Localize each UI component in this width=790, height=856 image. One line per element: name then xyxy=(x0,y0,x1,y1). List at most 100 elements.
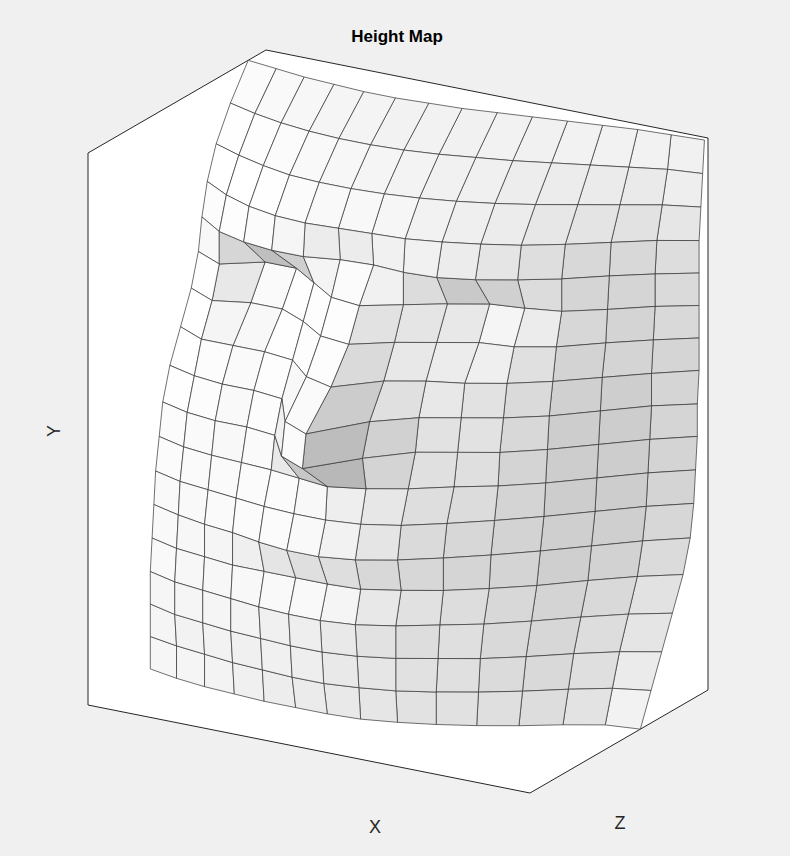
surface-cell xyxy=(507,347,556,384)
surface-cell xyxy=(440,589,489,625)
surface-cell xyxy=(563,688,612,725)
surface-cell xyxy=(447,486,498,524)
surface-cell xyxy=(357,656,396,691)
surface-cell xyxy=(562,276,610,311)
surface-cell xyxy=(537,546,592,586)
surface-cell xyxy=(361,489,409,526)
surface xyxy=(150,60,704,729)
surface-cell xyxy=(653,306,699,340)
y-axis-title: Y xyxy=(44,425,64,437)
surface-cell xyxy=(607,274,655,309)
surface-cell xyxy=(303,223,340,260)
surface-cell xyxy=(231,599,261,639)
surface-cell xyxy=(339,92,395,145)
surface-cell xyxy=(359,688,398,723)
surface-cell xyxy=(362,452,415,489)
surface-cell xyxy=(401,487,454,526)
surface-cell xyxy=(150,572,174,615)
surface-cell xyxy=(597,439,650,478)
surface-cell xyxy=(562,242,611,278)
surface-cell xyxy=(556,309,607,347)
surface-cell xyxy=(655,240,699,274)
surface-cell xyxy=(526,617,581,657)
surface-cell xyxy=(519,689,568,725)
surface-cell xyxy=(396,658,438,692)
surface-cell xyxy=(325,487,365,525)
surface-cell xyxy=(287,550,327,584)
surface-cell xyxy=(355,589,401,626)
surface-cell xyxy=(574,614,629,654)
chart-svg: Height Map X Y Z xyxy=(0,0,790,856)
x-axis-title: X xyxy=(369,817,381,837)
surface-cell xyxy=(203,590,231,631)
surface-cell xyxy=(547,411,600,450)
surface-cell xyxy=(581,576,637,617)
surface-cell xyxy=(648,436,697,472)
surface-cell xyxy=(475,244,521,280)
surface-cell xyxy=(403,272,447,304)
surface-cell xyxy=(331,260,373,306)
surface-cell xyxy=(436,692,478,726)
surface-cell xyxy=(281,456,327,487)
surface-cell xyxy=(643,503,694,541)
surface-cell xyxy=(498,449,547,485)
surface-cell xyxy=(362,418,418,459)
surface-cell xyxy=(319,139,370,189)
chart-container: Height Map X Y Z xyxy=(0,0,790,856)
surface-cell xyxy=(419,381,465,418)
surface-cell xyxy=(259,607,291,646)
surface-cell xyxy=(494,483,545,521)
surface-cell xyxy=(491,516,544,555)
y-axis-line xyxy=(88,153,89,705)
surface-cell xyxy=(650,404,698,439)
surface-cell xyxy=(602,340,653,378)
surface-cell xyxy=(289,614,322,652)
surface-cell xyxy=(398,558,444,590)
surface-cell xyxy=(408,452,457,489)
surface-cell xyxy=(553,343,606,382)
surface-cell xyxy=(461,383,507,418)
surface-cell xyxy=(438,624,484,659)
surface-cell xyxy=(591,506,646,546)
surface-cell xyxy=(662,169,702,207)
surface-cell xyxy=(396,691,436,725)
surface-cell xyxy=(612,652,661,691)
surface-cell xyxy=(355,625,395,659)
z-axis-title: Z xyxy=(615,813,626,833)
surface-cell xyxy=(489,551,540,589)
surface-cell xyxy=(201,301,250,346)
surface-cell xyxy=(668,135,705,174)
surface-cell xyxy=(546,444,599,483)
surface-cell xyxy=(318,520,360,560)
surface-cell xyxy=(540,511,595,551)
surface-cell xyxy=(652,370,700,405)
surface-cell xyxy=(281,422,305,469)
surface-cell xyxy=(437,242,481,280)
surface-cell xyxy=(443,555,491,590)
surface-cell xyxy=(655,273,699,306)
surface-cell xyxy=(458,418,504,453)
surface-cell xyxy=(320,621,357,657)
surface-cell xyxy=(322,652,359,688)
surface-cell xyxy=(272,216,305,257)
surface-cell xyxy=(549,377,602,416)
surface-cell xyxy=(478,657,526,692)
title: Height Map xyxy=(351,27,443,46)
surface-cell xyxy=(443,521,494,559)
surface-cell xyxy=(398,523,447,559)
surface-cell xyxy=(595,473,648,512)
surface-cell xyxy=(606,306,655,342)
surface-cell xyxy=(289,578,328,621)
surface-cell xyxy=(637,538,690,577)
surface-cell xyxy=(480,621,531,659)
surface-cell xyxy=(244,206,276,250)
surface-cell xyxy=(503,381,552,417)
box-edge xyxy=(708,138,709,690)
surface-cell xyxy=(605,688,651,729)
surface-cell xyxy=(305,182,351,228)
surface-cell xyxy=(338,228,373,265)
surface-cell xyxy=(355,560,401,591)
surface-cell xyxy=(403,239,442,278)
surface-cell xyxy=(415,418,461,453)
plot-area xyxy=(88,50,708,793)
